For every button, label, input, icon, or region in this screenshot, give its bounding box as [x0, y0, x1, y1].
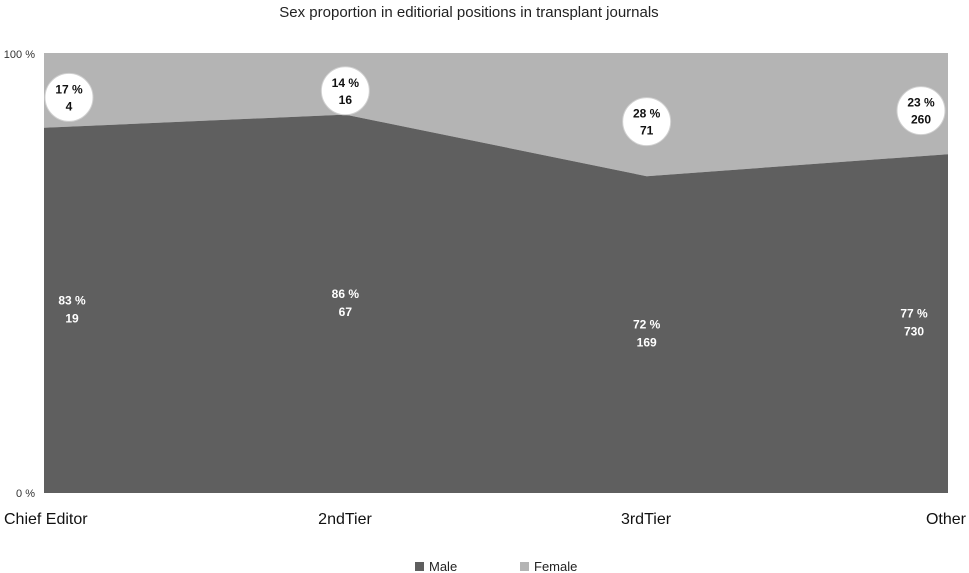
male-pct-label-3rdtier: 72 %: [633, 318, 661, 332]
x-category-3rdtier: 3rdTier: [621, 511, 672, 528]
female-count-label-other: 260: [911, 113, 931, 127]
female-pct-label-other: 23 %: [907, 96, 935, 110]
male-pct-label-other: 77 %: [900, 307, 928, 321]
y-tick-100: 100 %: [4, 49, 35, 61]
female-label-bubble-chief-editor: [44, 72, 94, 122]
female-count-label-2ndtier: 16: [339, 93, 353, 107]
chart-title: Sex proportion in editiorial positions i…: [279, 4, 658, 21]
legend-label-female: Female: [534, 559, 577, 573]
area-female: [44, 53, 948, 177]
male-pct-label-2ndtier: 86 %: [332, 287, 360, 301]
male-count-label-other: 730: [904, 325, 924, 339]
x-category-2ndtier: 2ndTier: [318, 511, 372, 528]
female-label-bubble-3rdtier: [622, 97, 672, 147]
female-pct-label-chief-editor: 17 %: [55, 82, 83, 96]
y-tick-0: 0 %: [16, 488, 35, 500]
female-count-label-3rdtier: 71: [640, 124, 654, 138]
legend-label-male: Male: [429, 559, 457, 573]
legend-swatch-male: [415, 562, 424, 571]
area-male: [44, 114, 948, 493]
male-count-label-chief-editor: 19: [65, 311, 79, 325]
female-label-bubble-other: [896, 86, 946, 136]
x-category-chief-editor: Chief Editor: [4, 511, 88, 528]
legend: Male Female: [415, 559, 577, 573]
female-pct-label-3rdtier: 28 %: [633, 107, 661, 121]
x-category-other: Other: [926, 511, 967, 528]
male-pct-label-chief-editor: 83 %: [58, 293, 86, 307]
legend-swatch-female: [520, 562, 529, 571]
female-label-bubble-2ndtier: [320, 66, 370, 116]
male-count-label-3rdtier: 169: [637, 336, 657, 350]
male-count-label-2ndtier: 67: [339, 305, 353, 319]
female-pct-label-2ndtier: 14 %: [332, 76, 360, 90]
plot-area: 83 % 19 86 % 67 72 % 169 77 % 730 17 % 4 14 % 16 28 …: [44, 53, 948, 493]
female-count-label-chief-editor: 4: [66, 99, 73, 113]
